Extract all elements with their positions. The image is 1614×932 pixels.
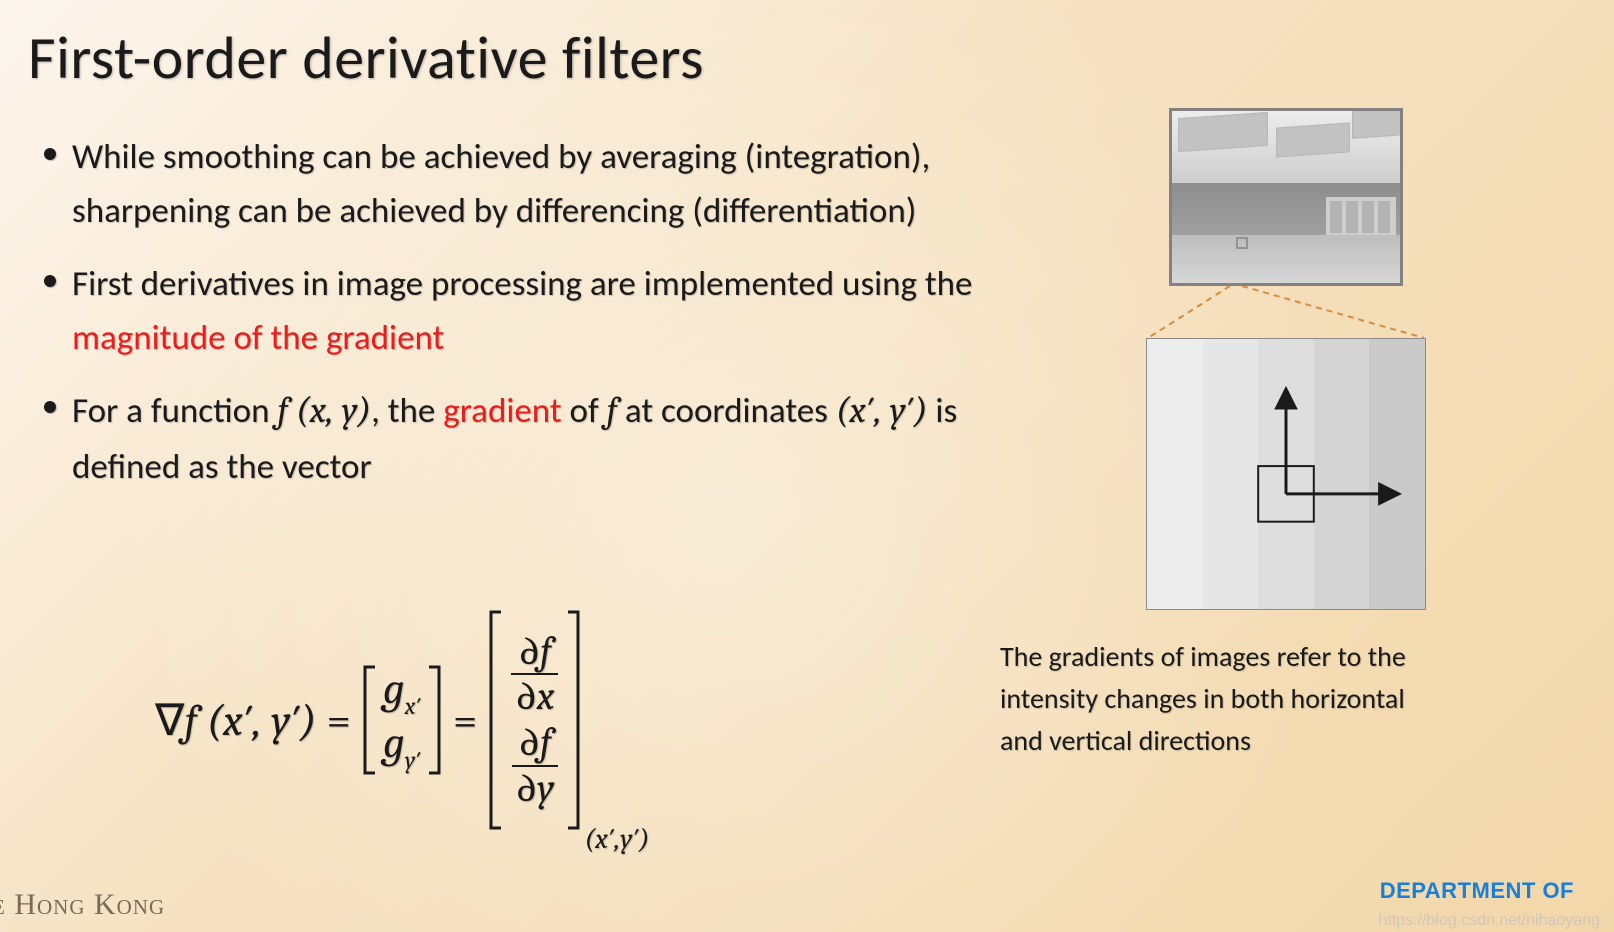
watermark-url: https://blog.csdn.net/nihaoyang (1379, 912, 1601, 930)
zoom-panel (1146, 338, 1426, 610)
footer-department: DEPARTMENT OF (1380, 878, 1574, 904)
b3-gradient-highlight: gradient (443, 390, 561, 432)
dfdx: ∂f ∂x (511, 632, 558, 717)
figure-caption: The gradients of images refer to the int… (1000, 636, 1450, 762)
b3-d: at coordinates (617, 390, 836, 432)
bracket2-right-icon (564, 610, 582, 830)
bracket-right-icon (425, 665, 443, 775)
gx-sub: x′ (405, 693, 421, 721)
figure-column (1136, 108, 1436, 610)
b3-coords: (x′, y′) (836, 390, 928, 432)
slide-title: First-order derivative filters (28, 22, 704, 95)
equals-2: = (443, 695, 487, 746)
bullet-2: First derivatives in image processing ar… (40, 257, 1030, 366)
gradient-axes-icon (1147, 339, 1425, 609)
bullet-1: While smoothing can be achieved by avera… (40, 130, 1030, 239)
gx: g (383, 663, 405, 714)
gy: g (383, 717, 405, 768)
bullet-2-text: First derivatives in image processing ar… (72, 263, 972, 305)
bullet-2-highlight: magnitude of the gradient (72, 317, 444, 359)
dfdy: ∂f ∂y (512, 723, 559, 808)
b3-b: , the (371, 390, 443, 432)
thumbnail-image (1169, 108, 1403, 286)
bullet-list: While smoothing can be achieved by avera… (40, 130, 1030, 512)
b3-a: For a function (72, 390, 277, 432)
bracket2-left-icon (487, 610, 505, 830)
bullet-3: For a function f (x, y), the gradient of… (40, 383, 1030, 494)
gy-sub: y′ (405, 747, 421, 775)
zoom-connector (1146, 286, 1426, 338)
b3-fxy: f (x, y) (277, 390, 371, 432)
b3-f: f (607, 390, 617, 432)
eval-subscript: (x′,y′) (584, 823, 649, 856)
footer-institution: e Hong Kong (0, 888, 165, 922)
equals-1: = (316, 695, 360, 746)
vector-g: gx′ gy′ (361, 665, 443, 775)
vector-partials: ∂f ∂x ∂f ∂y (487, 610, 582, 830)
gradient-equation: ∇f (x′, y′) = gx′ gy′ = ∂f ∂x ∂f ∂y (x′,… (155, 590, 715, 850)
nabla-symbol: ∇ (155, 695, 184, 746)
eq-func: f (x′, y′) (184, 695, 316, 746)
bracket-left-icon (361, 665, 379, 775)
b3-c: of (562, 390, 607, 432)
zoom-marker (1236, 237, 1248, 249)
